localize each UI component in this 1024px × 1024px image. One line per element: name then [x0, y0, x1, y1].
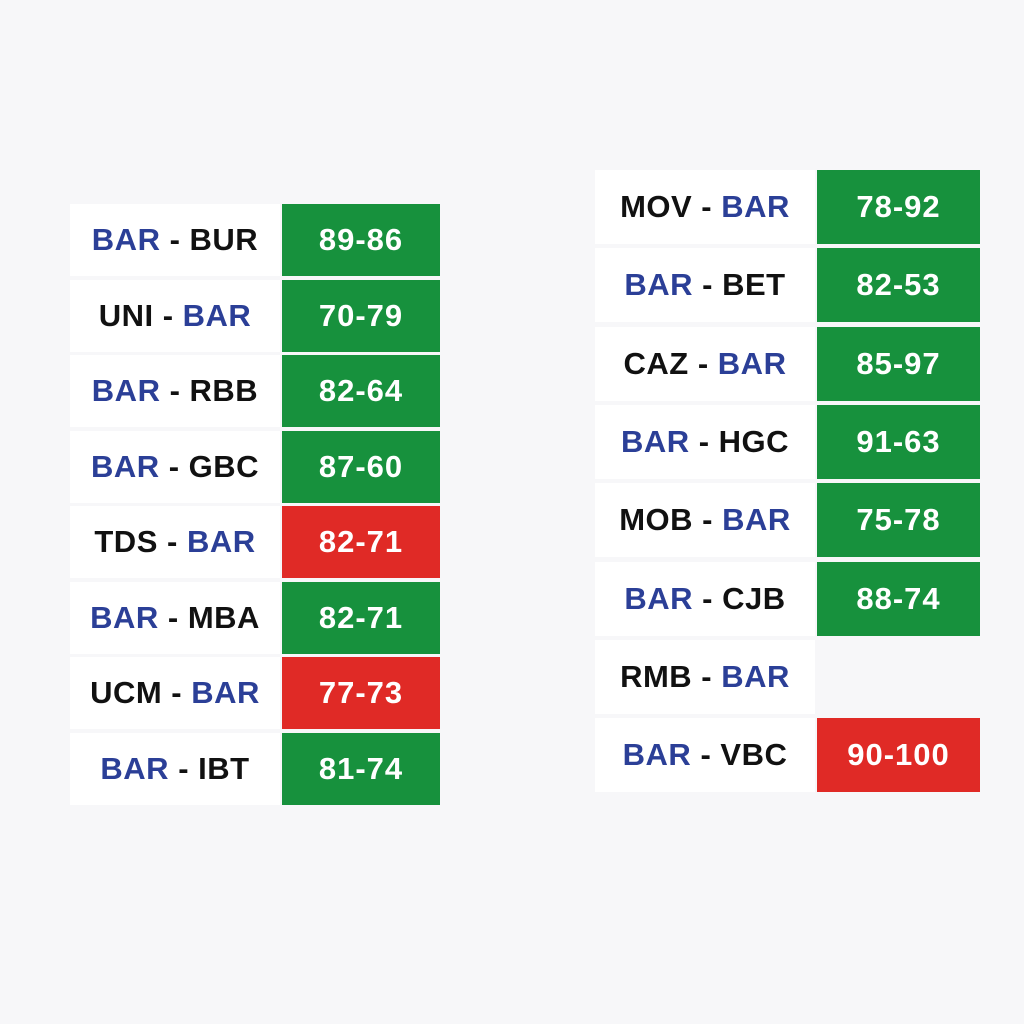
- home-team: BAR: [90, 599, 159, 635]
- home-team: UNI: [98, 297, 154, 333]
- match-row: BAR - MBA 82-71: [70, 581, 440, 654]
- match-teams: MOB - BAR: [595, 483, 815, 558]
- home-team: MOB: [619, 502, 694, 538]
- match-teams: BAR - BET: [595, 248, 815, 323]
- separator: -: [692, 189, 722, 224]
- away-team: BUR: [189, 222, 259, 257]
- score: 85-97: [817, 326, 980, 401]
- away-team: BAR: [186, 524, 256, 559]
- away-team: BAR: [721, 189, 790, 224]
- match-teams: BAR - MBA: [70, 581, 280, 654]
- separator: -: [689, 423, 719, 459]
- separator: -: [688, 345, 718, 381]
- match-row: UNI - BAR 70-79: [70, 279, 440, 352]
- home-team: RMB: [620, 658, 693, 694]
- home-team: BAR: [90, 448, 160, 484]
- match-teams: BAR - BUR: [70, 204, 280, 276]
- score: 88-74: [817, 561, 980, 636]
- home-team: UCM: [90, 675, 163, 710]
- match-row: RMB - BAR: [595, 639, 980, 714]
- home-team: TDS: [94, 524, 158, 559]
- away-team: MBA: [187, 599, 260, 635]
- score: 89-86: [282, 204, 440, 276]
- away-team: BAR: [722, 502, 791, 538]
- away-team: GBC: [188, 448, 260, 484]
- home-team: BAR: [624, 267, 694, 303]
- match-row: MOV - BAR 78-92: [595, 170, 980, 244]
- score: 87-60: [282, 430, 440, 503]
- score: 82-53: [817, 248, 980, 323]
- separator: -: [153, 297, 183, 333]
- match-row: BAR - VBC 90-100: [595, 718, 980, 793]
- match-row: BAR - HGC 91-63: [595, 404, 980, 479]
- score: [817, 640, 980, 714]
- score: 82-71: [282, 581, 440, 654]
- score: 91-63: [817, 404, 980, 479]
- home-team: BAR: [624, 580, 694, 616]
- match-row: BAR - BET 82-53: [595, 248, 980, 323]
- match-row: BAR - IBT 81-74: [70, 732, 440, 805]
- away-team: BAR: [182, 297, 252, 333]
- match-teams: BAR - CJB: [595, 561, 815, 636]
- away-team: CJB: [722, 580, 786, 616]
- home-team: BAR: [620, 423, 690, 459]
- match-teams: TDS - BAR: [70, 506, 280, 578]
- separator: -: [693, 580, 723, 616]
- away-team: BAR: [717, 345, 787, 381]
- match-row: BAR - RBB 82-64: [70, 355, 440, 427]
- home-team: MOV: [620, 189, 693, 224]
- match-row: UCM - BAR 77-73: [70, 657, 440, 729]
- match-teams: BAR - GBC: [70, 430, 280, 503]
- score: 82-64: [282, 355, 440, 427]
- separator: -: [158, 599, 188, 635]
- home-team: CAZ: [623, 345, 689, 381]
- match-teams: UNI - BAR: [70, 279, 280, 352]
- score: 78-92: [817, 170, 980, 244]
- separator: -: [160, 373, 190, 408]
- home-team: BAR: [91, 222, 161, 257]
- separator: -: [162, 675, 192, 710]
- match-teams: RMB - BAR: [595, 639, 815, 714]
- away-team: VBC: [720, 737, 788, 773]
- separator: -: [169, 750, 199, 786]
- score: 90-100: [817, 718, 980, 793]
- match-teams: BAR - IBT: [70, 732, 280, 805]
- separator: -: [160, 222, 190, 257]
- away-team: BAR: [191, 675, 260, 710]
- score: 82-71: [282, 506, 440, 578]
- separator: -: [693, 267, 723, 303]
- separator: -: [157, 524, 187, 559]
- separator: -: [693, 502, 723, 538]
- match-row: BAR - BUR 89-86: [70, 204, 440, 276]
- match-teams: BAR - RBB: [70, 355, 280, 427]
- match-row: CAZ - BAR 85-97: [595, 326, 980, 401]
- match-teams: CAZ - BAR: [595, 326, 815, 401]
- home-team: BAR: [91, 373, 161, 408]
- match-teams: BAR - HGC: [595, 404, 815, 479]
- separator: -: [692, 658, 722, 694]
- away-team: BAR: [721, 658, 790, 694]
- match-teams: UCM - BAR: [70, 657, 280, 729]
- separator: -: [159, 448, 189, 484]
- separator: -: [691, 737, 721, 773]
- home-team: BAR: [100, 750, 170, 786]
- match-row: TDS - BAR 82-71: [70, 506, 440, 578]
- match-teams: BAR - VBC: [595, 718, 815, 793]
- score: 70-79: [282, 279, 440, 352]
- score: 77-73: [282, 657, 440, 729]
- match-teams: MOV - BAR: [595, 170, 815, 244]
- away-team: BET: [722, 267, 786, 303]
- away-team: HGC: [718, 423, 790, 459]
- away-team: IBT: [198, 750, 250, 786]
- match-row: BAR - GBC 87-60: [70, 430, 440, 503]
- score: 75-78: [817, 483, 980, 558]
- score: 81-74: [282, 732, 440, 805]
- away-team: RBB: [189, 373, 259, 408]
- match-row: BAR - CJB 88-74: [595, 561, 980, 636]
- match-row: MOB - BAR 75-78: [595, 483, 980, 558]
- home-team: BAR: [622, 737, 692, 773]
